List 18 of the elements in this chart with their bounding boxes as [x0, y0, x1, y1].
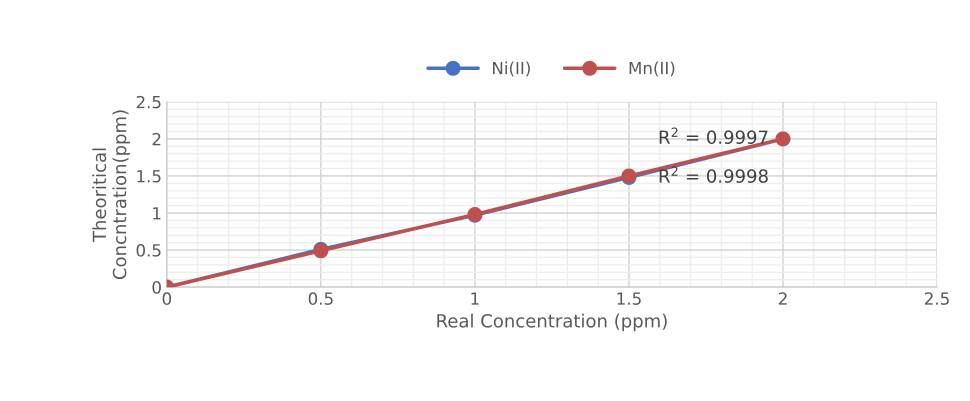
annotation: R$^{2}$ = 0.9998	[660, 166, 768, 183]
y-tick-label: 1.5	[137, 170, 161, 183]
y-tick-label: 1	[153, 207, 160, 220]
x-tick-label: 1.5	[618, 292, 641, 305]
y-tick-label: 0.5	[136, 244, 161, 257]
legend-label: Mn(II)	[630, 61, 674, 76]
y-tick-label: 2	[152, 132, 160, 146]
legend-label: Ni(II)	[493, 61, 530, 76]
y-axis-title: Theoritical Concntration(ppm)	[92, 110, 130, 280]
x-tick-label: 1	[471, 292, 479, 305]
x-tick-label: 0.5	[308, 292, 333, 305]
x-tick-label: 0	[162, 292, 172, 305]
x-tick-label: 2	[778, 292, 787, 305]
x-axis-title: Real Concentration (ppm)	[437, 314, 667, 332]
y-tick-label: 2.5	[136, 96, 161, 108]
annotation: R$^{2}$ = 0.9997	[660, 127, 768, 144]
y-tick-label: 0	[152, 281, 161, 294]
x-tick-label: 2.5	[924, 292, 949, 305]
